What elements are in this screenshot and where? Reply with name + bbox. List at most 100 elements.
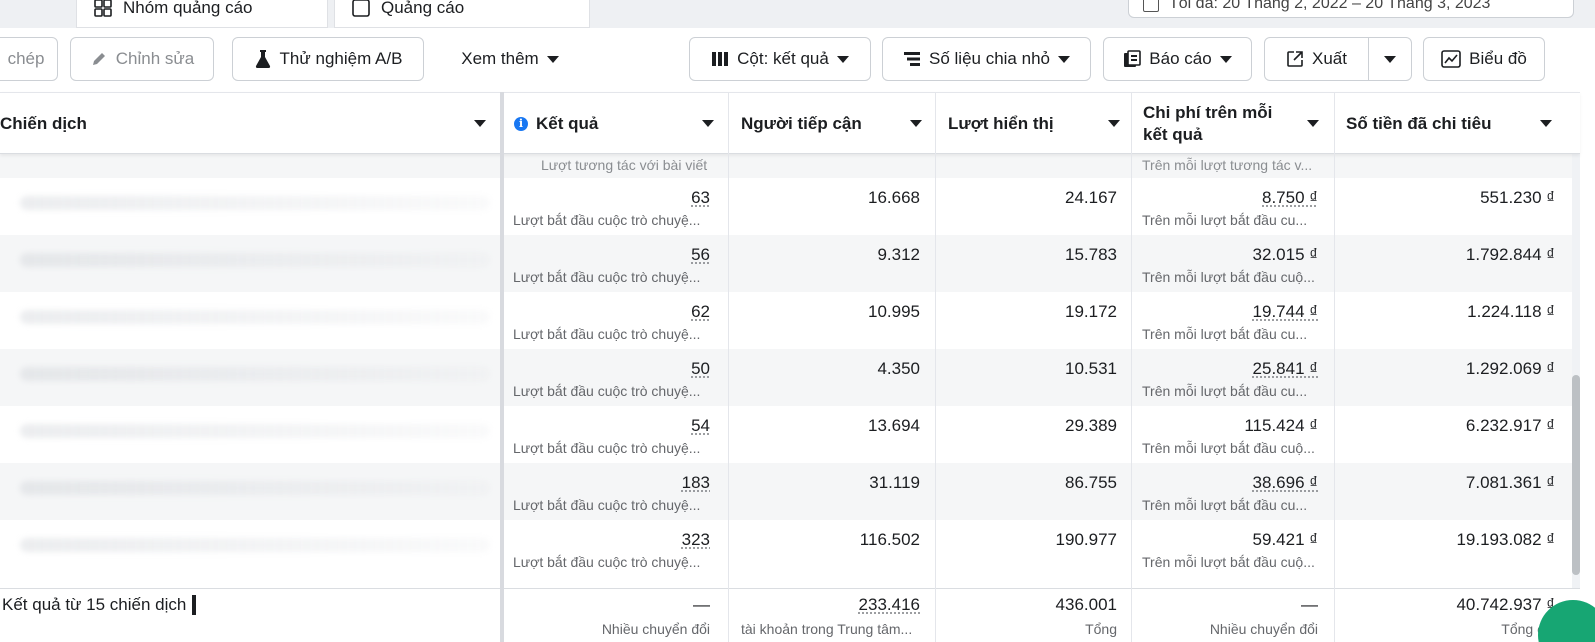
vertical-scrollbar-thumb[interactable] — [1572, 375, 1580, 575]
copy-button[interactable]: chép — [0, 37, 58, 81]
chevron-down-icon[interactable] — [1108, 120, 1120, 127]
results-label: Lượt bắt đầu cuộc trò chuyệ... — [513, 554, 700, 570]
partial-row: Lượt tương tác với bài viết Trên mỗi lượ… — [0, 154, 1580, 178]
cost-label: Trên mỗi lượt bắt đầu cu... — [1142, 326, 1307, 342]
chevron-down-icon[interactable] — [702, 120, 714, 127]
reports-button[interactable]: Báo cáo — [1103, 37, 1252, 81]
columns-button[interactable]: Cột: kết quả — [689, 37, 871, 81]
see-more-button[interactable]: Xem thêm — [444, 37, 576, 81]
tab-ads[interactable]: Quảng cáo — [334, 0, 590, 28]
column-divider[interactable] — [1334, 92, 1335, 642]
cost-value[interactable]: 8.750 ₫ — [1262, 188, 1318, 208]
cost-value[interactable]: 19.744 ₫ — [1253, 302, 1318, 322]
tab-ad-sets[interactable]: Nhóm quảng cáo — [76, 0, 328, 28]
summary-reach[interactable]: 233.416 — [859, 595, 920, 615]
summary-impressions: 436.001 — [1056, 595, 1117, 615]
impressions-value: 24.167 — [1065, 188, 1117, 208]
results-value[interactable]: 323 — [682, 530, 710, 550]
table-row[interactable]: 63 Lượt bắt đầu cuộc trò chuyệ... 16.668… — [0, 178, 1580, 235]
column-divider[interactable] — [935, 92, 936, 642]
frozen-column-divider[interactable] — [500, 92, 504, 642]
impressions-value: 10.531 — [1065, 359, 1117, 379]
summary-cost: — — [1301, 595, 1318, 615]
column-header-campaign[interactable]: Chiến dịch — [0, 93, 500, 154]
column-header-impressions-label: Lượt hiển thị — [948, 114, 1054, 134]
results-value[interactable]: 62 — [691, 302, 710, 322]
tab-ads-label: Quảng cáo — [381, 0, 464, 18]
redacted-campaign-name — [20, 481, 490, 495]
table-row[interactable]: 56 Lượt bắt đầu cuộc trò chuyệ... 9.312 … — [0, 235, 1580, 292]
spent-value: 1.224.118 ₫ — [1467, 302, 1555, 322]
column-header-reach[interactable]: Người tiếp cận — [731, 93, 936, 154]
results-value[interactable]: 50 — [691, 359, 710, 379]
cost-label: Trên mỗi lượt bắt đầu cu... — [1142, 497, 1307, 513]
cost-value: 59.421 ₫ — [1253, 530, 1318, 550]
table-row[interactable]: 54 Lượt bắt đầu cuộc trò chuyệ... 13.694… — [0, 406, 1580, 463]
breakdown-button[interactable]: Số liệu chia nhỏ — [882, 37, 1091, 81]
column-header-impressions[interactable]: Lượt hiển thị — [938, 93, 1134, 154]
summary-results-label: Nhiều chuyển đổi — [602, 621, 710, 637]
cost-label: Trên mỗi lượt bắt đầu cu... — [1142, 212, 1307, 228]
ab-test-button-label: Thử nghiệm A/B — [280, 49, 403, 69]
impressions-value: 29.389 — [1065, 416, 1117, 436]
see-more-button-label: Xem thêm — [461, 49, 538, 69]
impressions-value: 86.755 — [1065, 473, 1117, 493]
summary-impressions-label: Tổng — [1085, 621, 1117, 637]
redacted-campaign-name — [20, 538, 490, 552]
column-header-amount-spent[interactable]: Số tiền đã chi tiêu — [1336, 93, 1566, 154]
export-dropdown-button[interactable] — [1368, 37, 1412, 81]
chevron-down-icon[interactable] — [1540, 120, 1552, 127]
calendar-icon — [1143, 0, 1159, 12]
column-divider[interactable] — [1131, 92, 1132, 642]
cost-value[interactable]: 25.841 ₫ — [1253, 359, 1318, 379]
column-header-results[interactable]: i Kết quả — [504, 93, 728, 154]
results-value[interactable]: 56 — [691, 245, 710, 265]
info-icon[interactable]: i — [192, 595, 196, 615]
export-button[interactable]: Xuất — [1264, 37, 1369, 81]
chart-button[interactable]: Biểu đồ — [1423, 37, 1545, 81]
copy-button-label: chép — [8, 49, 45, 69]
info-icon[interactable]: i — [514, 117, 528, 131]
redacted-campaign-name — [20, 196, 490, 210]
reports-icon — [1123, 50, 1141, 68]
cost-value[interactable]: 38.696 ₫ — [1253, 473, 1318, 493]
column-divider[interactable] — [728, 92, 729, 642]
tab-strip: Nhóm quảng cáo Quảng cáo Tối đa: 20 Thán… — [0, 0, 1595, 28]
reach-value: 10.995 — [868, 302, 920, 322]
table-header: Chiến dịch i Kết quả Người tiếp cận Lượt… — [0, 92, 1580, 154]
table-row[interactable]: 50 Lượt bắt đầu cuộc trò chuyệ... 4.350 … — [0, 349, 1580, 406]
results-value[interactable]: 183 — [682, 473, 710, 493]
ad-square-icon — [351, 0, 371, 18]
reach-value: 13.694 — [868, 416, 920, 436]
table-row[interactable]: 62 Lượt bắt đầu cuộc trò chuyệ... 10.995… — [0, 292, 1580, 349]
chart-button-label: Biểu đồ — [1469, 49, 1527, 69]
ab-test-button[interactable]: Thử nghiệm A/B — [232, 37, 424, 81]
chevron-down-icon — [837, 56, 849, 63]
results-label: Lượt bắt đầu cuộc trò chuyệ... — [513, 326, 700, 342]
chevron-down-icon[interactable] — [474, 120, 486, 127]
tab-ad-sets-label: Nhóm quảng cáo — [123, 0, 252, 18]
summary-label: Kết quả từ 15 chiến dịch — [2, 595, 186, 615]
reach-value: 4.350 — [877, 359, 920, 379]
chevron-down-icon[interactable] — [910, 120, 922, 127]
chevron-down-icon — [1220, 56, 1232, 63]
cost-value: 115.424 ₫ — [1244, 416, 1318, 436]
table-row[interactable]: 323 Lượt bắt đầu cuộc trò chuyệ... 116.5… — [0, 520, 1580, 577]
chevron-down-icon[interactable] — [1307, 120, 1319, 127]
results-value[interactable]: 63 — [691, 188, 710, 208]
reach-value: 9.312 — [877, 245, 920, 265]
table-row[interactable]: 183 Lượt bắt đầu cuộc trò chuyệ... 31.11… — [0, 463, 1580, 520]
summary-cost-label: Nhiều chuyển đổi — [1210, 621, 1318, 637]
date-range-picker[interactable]: Tối đa: 20 Tháng 2, 2022 – 20 Tháng 3, 2… — [1128, 0, 1574, 18]
pencil-icon — [90, 50, 108, 68]
column-header-cost-per-result[interactable]: Chi phí trên mỗi kết quả — [1133, 93, 1333, 154]
edit-button[interactable]: Chỉnh sửa — [70, 37, 214, 81]
column-header-amount-spent-label: Số tiền đã chi tiêu — [1346, 114, 1491, 134]
spent-value: 1.292.069 ₫ — [1466, 359, 1555, 379]
redacted-campaign-name — [20, 367, 490, 381]
partial-row-cost-label: Trên mỗi lượt tương tác v... — [1142, 157, 1312, 173]
cost-label: Trên mỗi lượt bắt đầu cuộ... — [1142, 554, 1315, 570]
results-value[interactable]: 54 — [691, 416, 710, 436]
results-label: Lượt bắt đầu cuộc trò chuyệ... — [513, 440, 700, 456]
reach-value: 31.119 — [869, 473, 920, 493]
